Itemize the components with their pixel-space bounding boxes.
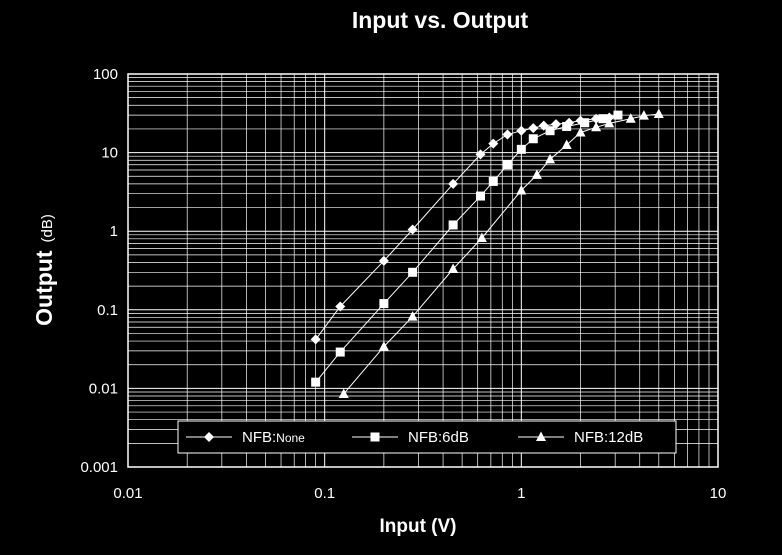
data-point — [613, 110, 623, 120]
grid — [127, 74, 718, 468]
y-tick-label: 0.01 — [89, 380, 118, 397]
legend-label: NFB:None — [242, 429, 305, 446]
data-point — [408, 267, 418, 277]
data-point — [335, 301, 346, 312]
data-point — [653, 108, 664, 118]
data-point — [335, 347, 345, 357]
y-axis-label-main: Output — [31, 250, 57, 326]
y-tick-label: 1 — [110, 223, 118, 240]
data-point — [575, 127, 586, 137]
x-tick-label: 0.01 — [113, 485, 142, 502]
legend-label: NFB:12dB — [574, 429, 643, 446]
data-point — [562, 121, 572, 131]
data-point — [338, 388, 349, 398]
data-point — [488, 176, 498, 186]
data-point — [310, 334, 321, 345]
data-point — [502, 129, 513, 140]
data-point — [475, 149, 486, 160]
series-1 — [310, 112, 615, 345]
y-axis-label: Output (dB) — [31, 214, 57, 326]
data-point — [528, 134, 538, 144]
data-point — [370, 432, 380, 442]
data-point — [448, 263, 459, 274]
legend-entry: NFB:6dB — [352, 429, 469, 446]
data-point — [407, 224, 418, 235]
x-tick-label: 10 — [710, 485, 727, 502]
x-tick-label: 0.1 — [314, 485, 335, 502]
series — [310, 108, 664, 398]
data-point — [311, 377, 321, 387]
data-point — [591, 121, 602, 132]
series-line — [315, 117, 610, 340]
data-point — [407, 311, 418, 321]
legend: NFB:None NFB:6dB NFB:12dB — [177, 420, 677, 454]
x-tick-label: 1 — [517, 485, 525, 502]
data-point — [516, 144, 526, 154]
data-point — [604, 117, 615, 128]
legend-entry: NFB:None — [186, 429, 305, 446]
data-point — [638, 110, 649, 120]
data-point — [448, 178, 459, 189]
legend-box — [177, 420, 677, 454]
data-point — [448, 220, 458, 230]
chart-title: Input vs. Output — [352, 7, 529, 33]
data-point — [516, 184, 527, 195]
y-tick-label: 0.1 — [97, 302, 118, 319]
data-point — [488, 138, 499, 149]
legend-label: NFB:6dB — [408, 429, 469, 446]
data-point — [502, 160, 512, 170]
plot-frame — [127, 73, 719, 468]
y-tick-label: 10 — [101, 145, 118, 162]
tick-labels: 0.01 0.1 1 10 0.001 0.01 0.1 1 10 100 — [80, 66, 726, 502]
data-point — [476, 191, 486, 201]
data-point — [625, 113, 636, 123]
x-axis-label: Input (V) — [379, 516, 456, 537]
data-point — [379, 299, 389, 309]
data-point — [531, 169, 542, 179]
data-point — [528, 123, 539, 134]
data-point — [545, 153, 556, 164]
series-3 — [338, 108, 664, 398]
y-axis-label-unit: (dB) — [39, 214, 56, 242]
data-point — [580, 118, 590, 128]
data-point — [476, 232, 487, 242]
data-point — [561, 139, 572, 149]
data-point — [516, 125, 527, 136]
data-point — [536, 431, 546, 441]
data-point — [598, 114, 608, 124]
series-2 — [311, 110, 623, 387]
y-tick-label: 0.001 — [80, 459, 118, 476]
data-point — [204, 432, 214, 442]
data-point — [550, 119, 561, 130]
data-point — [545, 126, 555, 136]
legend-entry: NFB:12dB — [518, 429, 643, 446]
data-point — [378, 341, 389, 351]
data-point — [378, 255, 389, 266]
y-tick-label: 100 — [93, 66, 118, 83]
